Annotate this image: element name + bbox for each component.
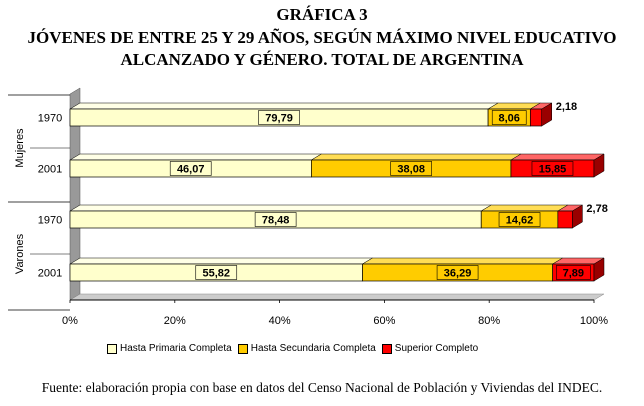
data-label-box: [169, 161, 212, 176]
legend-item-superior: Superior Completo: [381, 343, 479, 354]
chart-title: GRÁFICA 3: [276, 5, 368, 24]
x-tick-label: 100%: [580, 315, 608, 327]
source-note: Fuente: elaboración propia con base en d…: [41, 380, 603, 395]
bar-side-face: [593, 153, 605, 178]
data-label-box: [258, 110, 300, 125]
chart-floor: [69, 293, 605, 301]
data-label-box: [195, 265, 238, 280]
bar-top-face: [69, 102, 500, 110]
row-label: 2001: [38, 164, 62, 176]
data-label: 14,62: [506, 215, 534, 227]
data-label: 79,79: [265, 113, 293, 125]
group-label-mujeres: Mujeres: [14, 128, 26, 168]
data-label: 15,85: [539, 164, 567, 176]
bar-side-face: [593, 257, 605, 282]
row-label: 1970: [38, 113, 62, 125]
data-label: 8,06: [499, 113, 520, 125]
data-label-box: [390, 161, 432, 176]
bar-top-face: [510, 153, 605, 161]
bar-segment-superior-completo: [557, 210, 573, 229]
data-label: 36,29: [444, 268, 472, 280]
row-label: 1970: [38, 215, 62, 227]
legend-label-superior: Superior Completo: [394, 343, 479, 354]
bar-side-face: [572, 204, 583, 229]
data-label: 2,18: [556, 101, 577, 113]
data-label-box: [491, 110, 527, 125]
bar-segment-superior-completo: [529, 108, 543, 127]
data-label: 55,82: [202, 268, 230, 280]
chart-subtitle-line-2: ALCANZADO Y GÉNERO. TOTAL DE ARGENTINA: [120, 50, 524, 69]
legend-label-secundaria: Hasta Secundaria Completa: [250, 343, 376, 354]
legend: Hasta Primaria Completa Hasta Secundaria…: [107, 343, 484, 354]
data-label: 38,08: [397, 164, 425, 176]
bar-top-face: [69, 204, 493, 212]
legend-item-secundaria: Hasta Secundaria Completa: [237, 343, 376, 354]
x-tick-label: 80%: [478, 315, 500, 327]
bar-top-face: [310, 153, 522, 161]
legend-swatch-secundaria: [237, 343, 248, 354]
bar-top-face: [361, 257, 564, 265]
legend-swatch-primaria: [107, 343, 117, 354]
bar-side-face: [541, 102, 553, 127]
bar-top-face: [69, 153, 323, 161]
data-label: 46,07: [177, 164, 205, 176]
x-tick-label: 20%: [164, 315, 186, 327]
legend-swatch-superior: [381, 343, 392, 354]
legend-item-primaria: Hasta Primaria Completa: [107, 343, 232, 354]
bar-top-face: [480, 204, 569, 212]
bar-top-face: [69, 257, 374, 265]
x-tick-label: 60%: [373, 315, 395, 327]
legend-label-primaria: Hasta Primaria Completa: [120, 343, 232, 354]
group-label-varones: Varones: [14, 233, 26, 274]
x-tick-label: 0%: [62, 315, 78, 327]
data-label: 7,89: [563, 268, 584, 280]
row-label: 2001: [38, 268, 62, 280]
data-label-box: [254, 212, 297, 227]
data-label: 2,78: [586, 203, 607, 215]
data-label-box: [556, 265, 591, 280]
x-tick-label: 40%: [269, 315, 291, 327]
data-label-box: [498, 212, 541, 227]
data-label: 78,48: [262, 215, 290, 227]
data-label-box: [436, 265, 479, 280]
chart-subtitle-line-1: JÓVENES DE ENTRE 25 Y 29 AÑOS, SEGÚN MÁX…: [27, 28, 617, 47]
data-label-box: [531, 161, 574, 176]
